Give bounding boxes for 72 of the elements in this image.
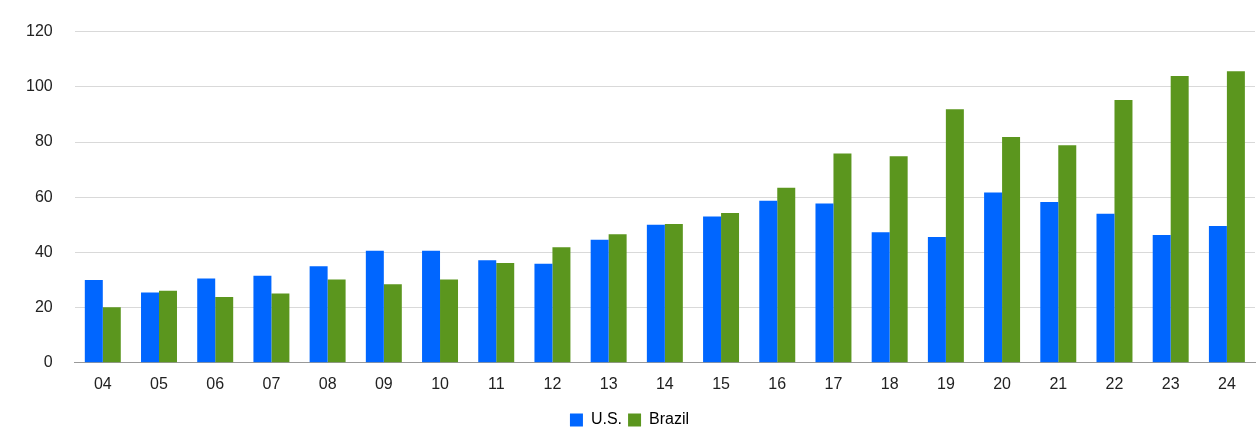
bar [1170,76,1189,363]
bar [889,156,908,363]
y-tick-label: 0 [43,353,53,371]
bar [945,109,964,363]
x-tick-label: 17 [824,374,843,392]
bar [721,212,740,363]
bar [422,250,441,363]
x-tick-label: 05 [150,374,168,392]
bar [1208,225,1227,363]
bar [1058,145,1077,363]
bar [496,262,515,363]
bar [440,279,459,363]
y-tick-label: 60 [34,187,53,205]
bar [590,239,609,363]
bar [102,307,121,363]
bar [1002,137,1021,363]
legend-label: Brazil [649,410,690,428]
x-tick-label: 08 [318,374,337,392]
bar [703,216,722,363]
bar [383,284,402,363]
bar [759,200,778,363]
bar [1096,213,1115,363]
bar [608,234,627,363]
bar [1226,71,1245,363]
bar [871,232,890,363]
bar [1152,235,1171,363]
x-tick-label: 16 [768,374,787,392]
bar [327,279,346,363]
bar [478,260,497,363]
bar [84,280,103,363]
x-tick-label: 14 [655,374,674,392]
x-tick-label: 07 [262,374,281,392]
bar [365,250,384,363]
y-tick-label: 80 [34,132,53,150]
x-tick-label: 06 [206,374,225,392]
x-tick-label: 13 [599,374,618,392]
bar [271,293,290,363]
x-tick-label: 18 [880,374,899,392]
y-tick-label: 40 [34,242,53,260]
bar [309,266,328,363]
bar [815,203,834,363]
x-tick-label: 22 [1105,374,1124,392]
bar [1040,201,1059,363]
y-tick-label: 100 [25,77,53,95]
x-tick-label: 21 [1049,374,1068,392]
x-tick-label: 12 [543,374,562,392]
x-tick-label: 04 [93,374,112,392]
bar [833,153,852,363]
bar [197,278,216,363]
bar [646,224,665,363]
legend-label: U.S. [590,410,623,428]
x-tick-label: 24 [1218,374,1236,392]
bar [664,223,683,363]
x-tick-label: 20 [993,374,1012,392]
bar [984,192,1003,363]
y-tick-label: 20 [34,298,53,316]
y-tick-label: 120 [25,22,53,40]
x-tick-label: 23 [1161,374,1180,392]
x-tick-label: 11 [487,374,505,392]
bar [141,292,159,363]
x-tick-label: 10 [431,374,450,392]
bar [159,290,177,363]
bar [215,297,234,363]
bar [534,263,553,363]
bar [253,275,272,363]
x-tick-label: 09 [374,374,393,392]
bar [552,247,571,363]
bar [1114,100,1133,363]
bar [777,187,796,363]
x-tick-label: 19 [936,374,955,392]
x-tick-label: 15 [712,374,731,392]
bar [927,236,946,363]
